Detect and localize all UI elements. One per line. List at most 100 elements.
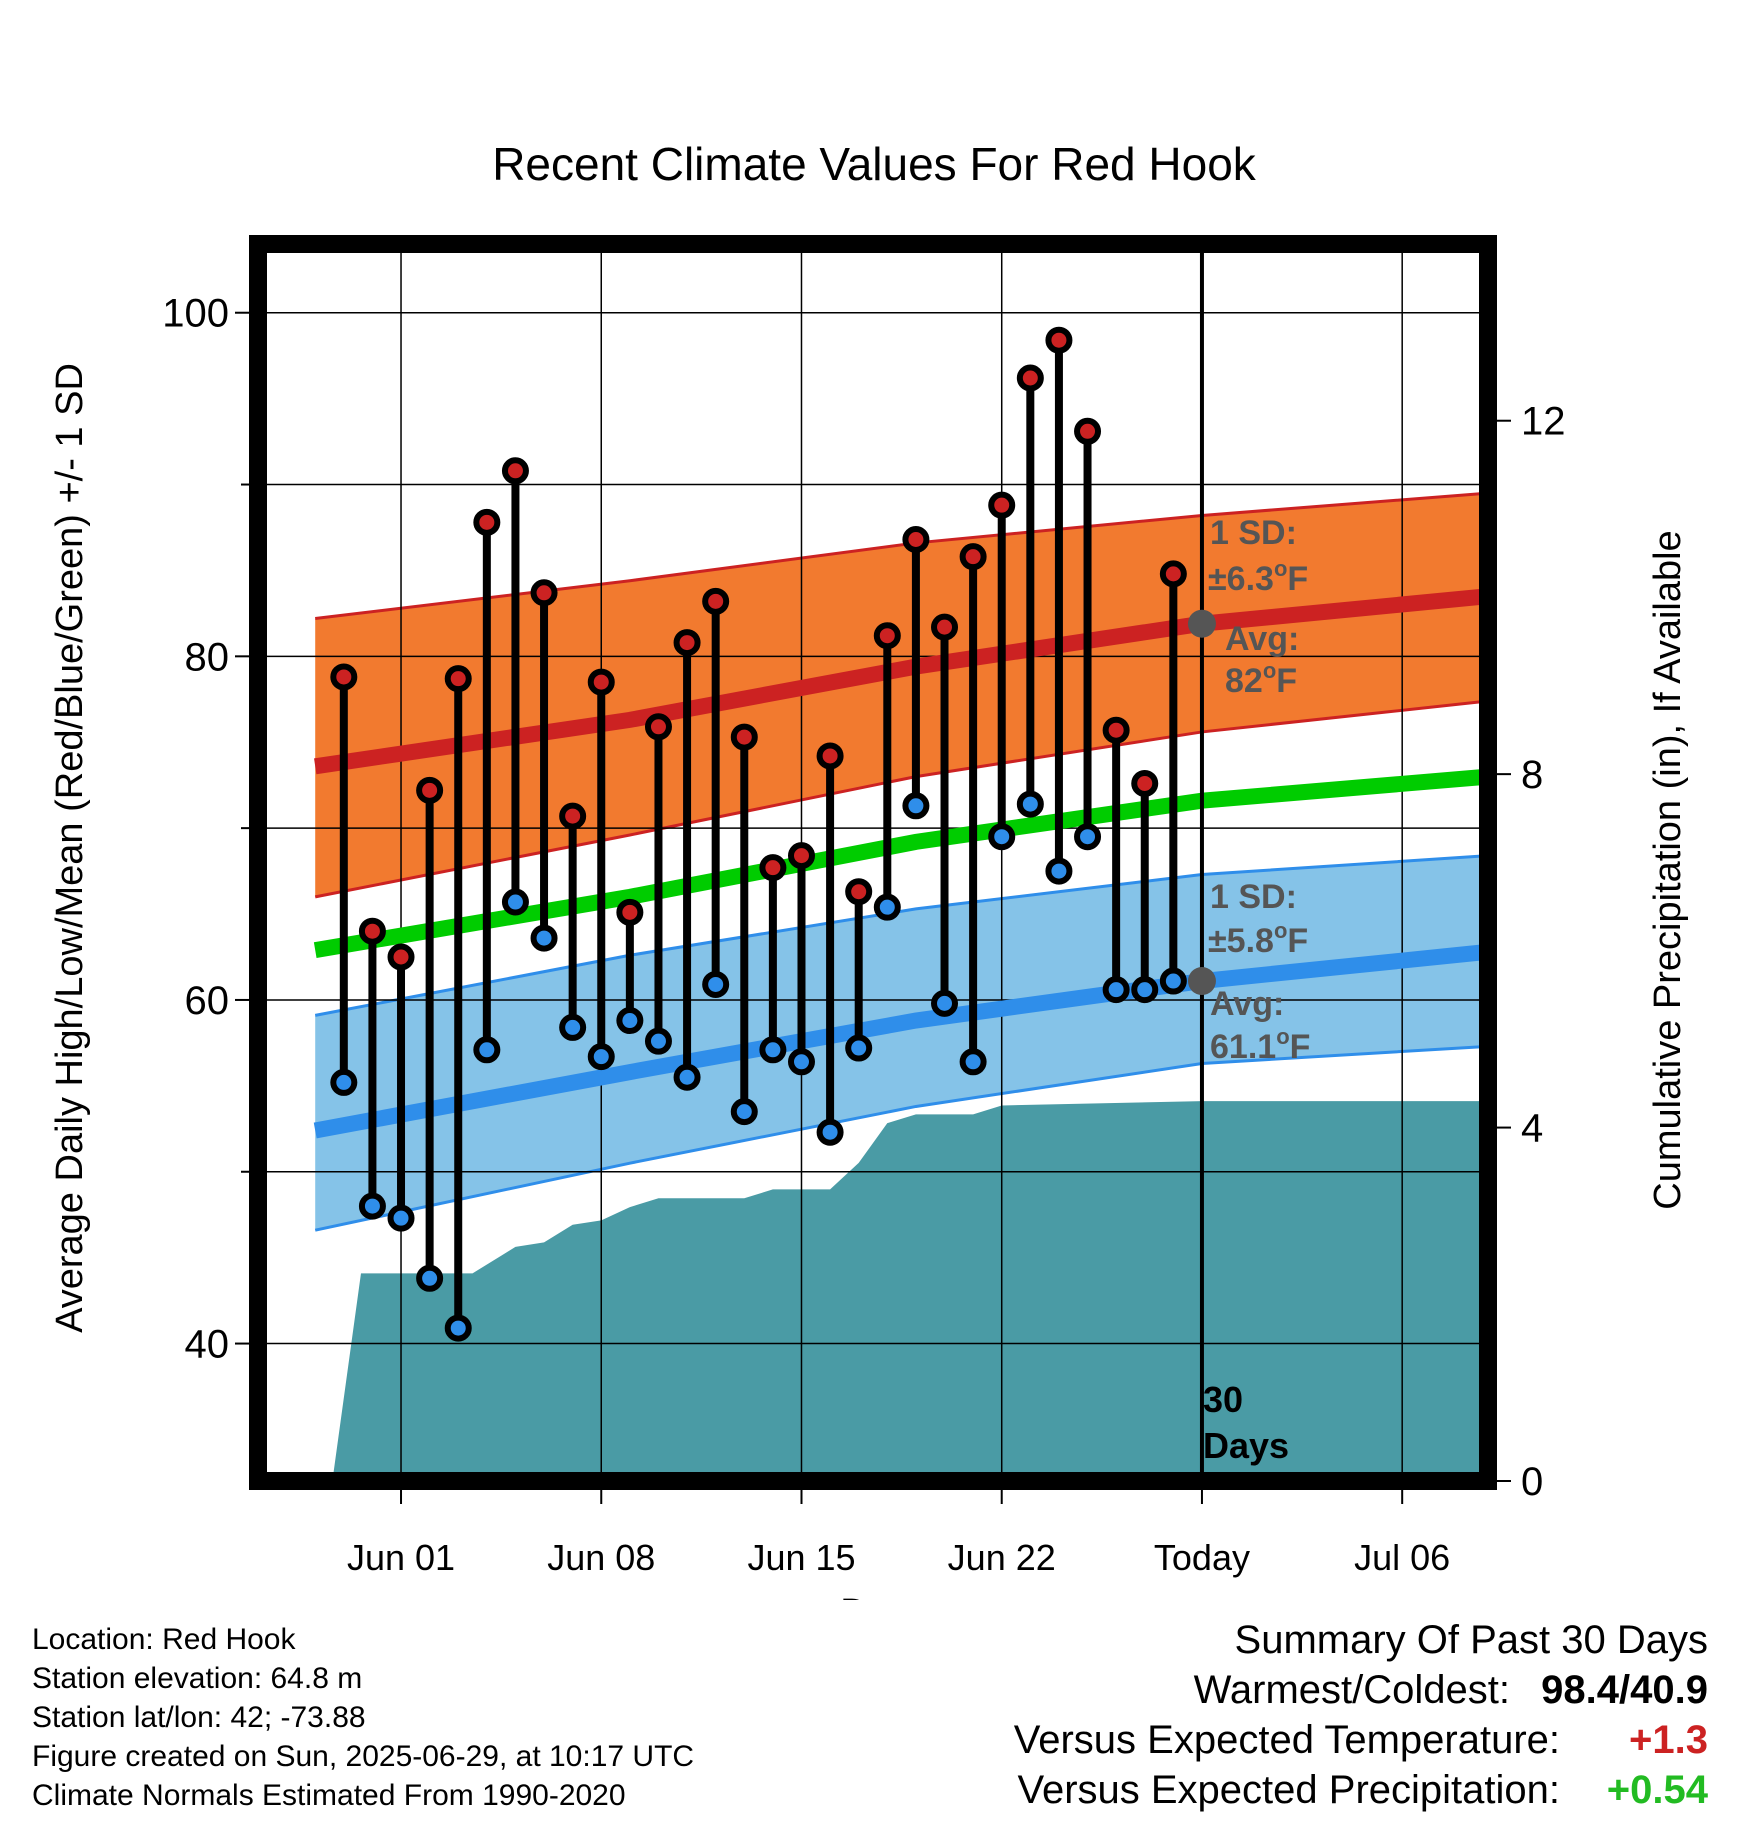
daily-high-point [501,457,529,485]
daily-low-point [730,1098,758,1126]
y-tick-label: 60 [185,979,230,1023]
daily-low-point [530,924,558,952]
y2-tick-label: 12 [1521,400,1566,444]
location-text: Location: Red Hook [32,1623,296,1656]
daily-low-point [931,989,959,1017]
climate-chart: Recent Climate Values For Red Hook 1 SD:… [49,138,1689,1600]
y-axis-label: Average Daily High/Low/Mean (Red/Blue/Gr… [49,363,91,1333]
summary-warmest-coldest: Warmest/Coldest: 98.4/40.9 [1014,1665,1708,1715]
daily-high-point [988,491,1016,519]
x-tick-label: Jun 22 [948,1537,1056,1578]
high-sd-label: 1 SD: [1210,514,1297,552]
latlon-text: Station lat/lon: 42; -73.88 [32,1701,366,1734]
x-tick-label: Jun 01 [347,1537,455,1578]
precip-value: +0.54 [1606,1768,1708,1812]
daily-low-point [616,1007,644,1035]
daily-low-point [1159,967,1187,995]
low-sd-band-lower [314,1044,1489,1232]
daily-high-point [1016,364,1044,392]
summary-panel: Summary Of Past 30 Days Warmest/Coldest:… [1014,1615,1708,1815]
daily-low-point [959,1048,987,1076]
daily-low-point [1016,790,1044,818]
daily-low-point [387,1204,415,1232]
daily-high-point [702,587,730,615]
low-sd-value: ±5.8oF [1208,918,1308,960]
daily-high-point [644,713,672,741]
low-avg-label: Avg: [1210,985,1284,1023]
precip-label: Versus Expected Precipitation: [1017,1768,1560,1812]
warmest-coldest-label: Warmest/Coldest: [1193,1668,1510,1712]
daily-high-point [358,917,386,945]
daily-low-point [873,893,901,921]
daily-low-point [787,1048,815,1076]
y-tick-label: 100 [162,292,229,336]
x-axis-label: Day [840,1592,908,1600]
y-tick-label: 80 [185,635,230,679]
x-tick-label: Jul 06 [1354,1537,1450,1578]
low-sd-band-fill [315,855,1489,1231]
daily-high-point [1159,560,1187,588]
low-avg-value: 61.1oF [1210,1024,1310,1066]
daily-high-point [387,943,415,971]
daily-high-point [416,776,444,804]
daily-high-point [330,663,358,691]
daily-high-point [530,579,558,607]
y2-tick-label: 8 [1521,753,1543,797]
daily-high-point [931,613,959,641]
daily-high-point [787,842,815,870]
daily-high-point [1074,417,1102,445]
x-tick-label: Today [1154,1537,1250,1578]
created-text: Figure created on Sun, 2025-06-29, at 10… [32,1740,695,1773]
daily-low-point [559,1013,587,1041]
station-info: Location: Red Hook Station elevation: 64… [32,1620,694,1815]
high-sd-value: ±6.3oF [1208,556,1308,598]
normal-low-line [313,943,1489,1139]
high-avg-label: Avg: [1225,620,1299,658]
days-count: 30 [1203,1379,1243,1420]
daily-low-point [845,1034,873,1062]
high-avg-marker [1187,609,1216,638]
daily-low-point [759,1036,787,1064]
high-sd-band-fill [315,493,1489,897]
y2-axis-label: Cumulative Precipitation (in), If Availa… [1647,530,1689,1209]
daily-high-point [673,629,701,657]
daily-high-point [1045,326,1073,354]
daily-high-point [873,622,901,650]
cumulative-precip-area [332,1101,1489,1481]
daily-low-point [673,1063,701,1091]
normals-text: Climate Normals Estimated From 1990-2020 [32,1779,626,1812]
warmest-coldest-value: 98.4/40.9 [1541,1668,1708,1712]
daily-low-point [702,970,730,998]
daily-low-point [330,1068,358,1096]
y2-tick-label: 0 [1521,1460,1543,1504]
daily-low-point [1102,976,1130,1004]
daily-high-point [1102,716,1130,744]
daily-low-point [587,1043,615,1071]
daily-low-point [358,1192,386,1220]
temp-label: Versus Expected Temperature: [1013,1718,1560,1762]
daily-high-point [473,508,501,536]
elevation-text: Station elevation: 64.8 m [32,1662,363,1695]
daily-low-point [1045,857,1073,885]
summary-precip: Versus Expected Precipitation: +0.54 [1014,1765,1708,1815]
daily-low-point [416,1264,444,1292]
daily-low-point [1131,976,1159,1004]
days-word: Days [1203,1425,1289,1466]
precip-area [332,1101,1489,1481]
daily-low-point [444,1314,472,1342]
daily-high-point [845,878,873,906]
daily-low-point [1074,823,1102,851]
daily-low-point [816,1118,844,1146]
daily-high-point [816,742,844,770]
daily-low-point [501,888,529,916]
x-tick-label: Jun 08 [547,1537,655,1578]
low-sd-band-upper [314,854,1489,1017]
daily-high-point [902,526,930,554]
y-tick-label: 40 [185,1323,230,1367]
daily-low-point [988,823,1016,851]
x-tick-label: Jun 15 [747,1537,855,1578]
low-sd-label: 1 SD: [1210,878,1297,916]
low-avg-marker [1187,967,1216,996]
summary-temp: Versus Expected Temperature: +1.3 [1014,1715,1708,1765]
